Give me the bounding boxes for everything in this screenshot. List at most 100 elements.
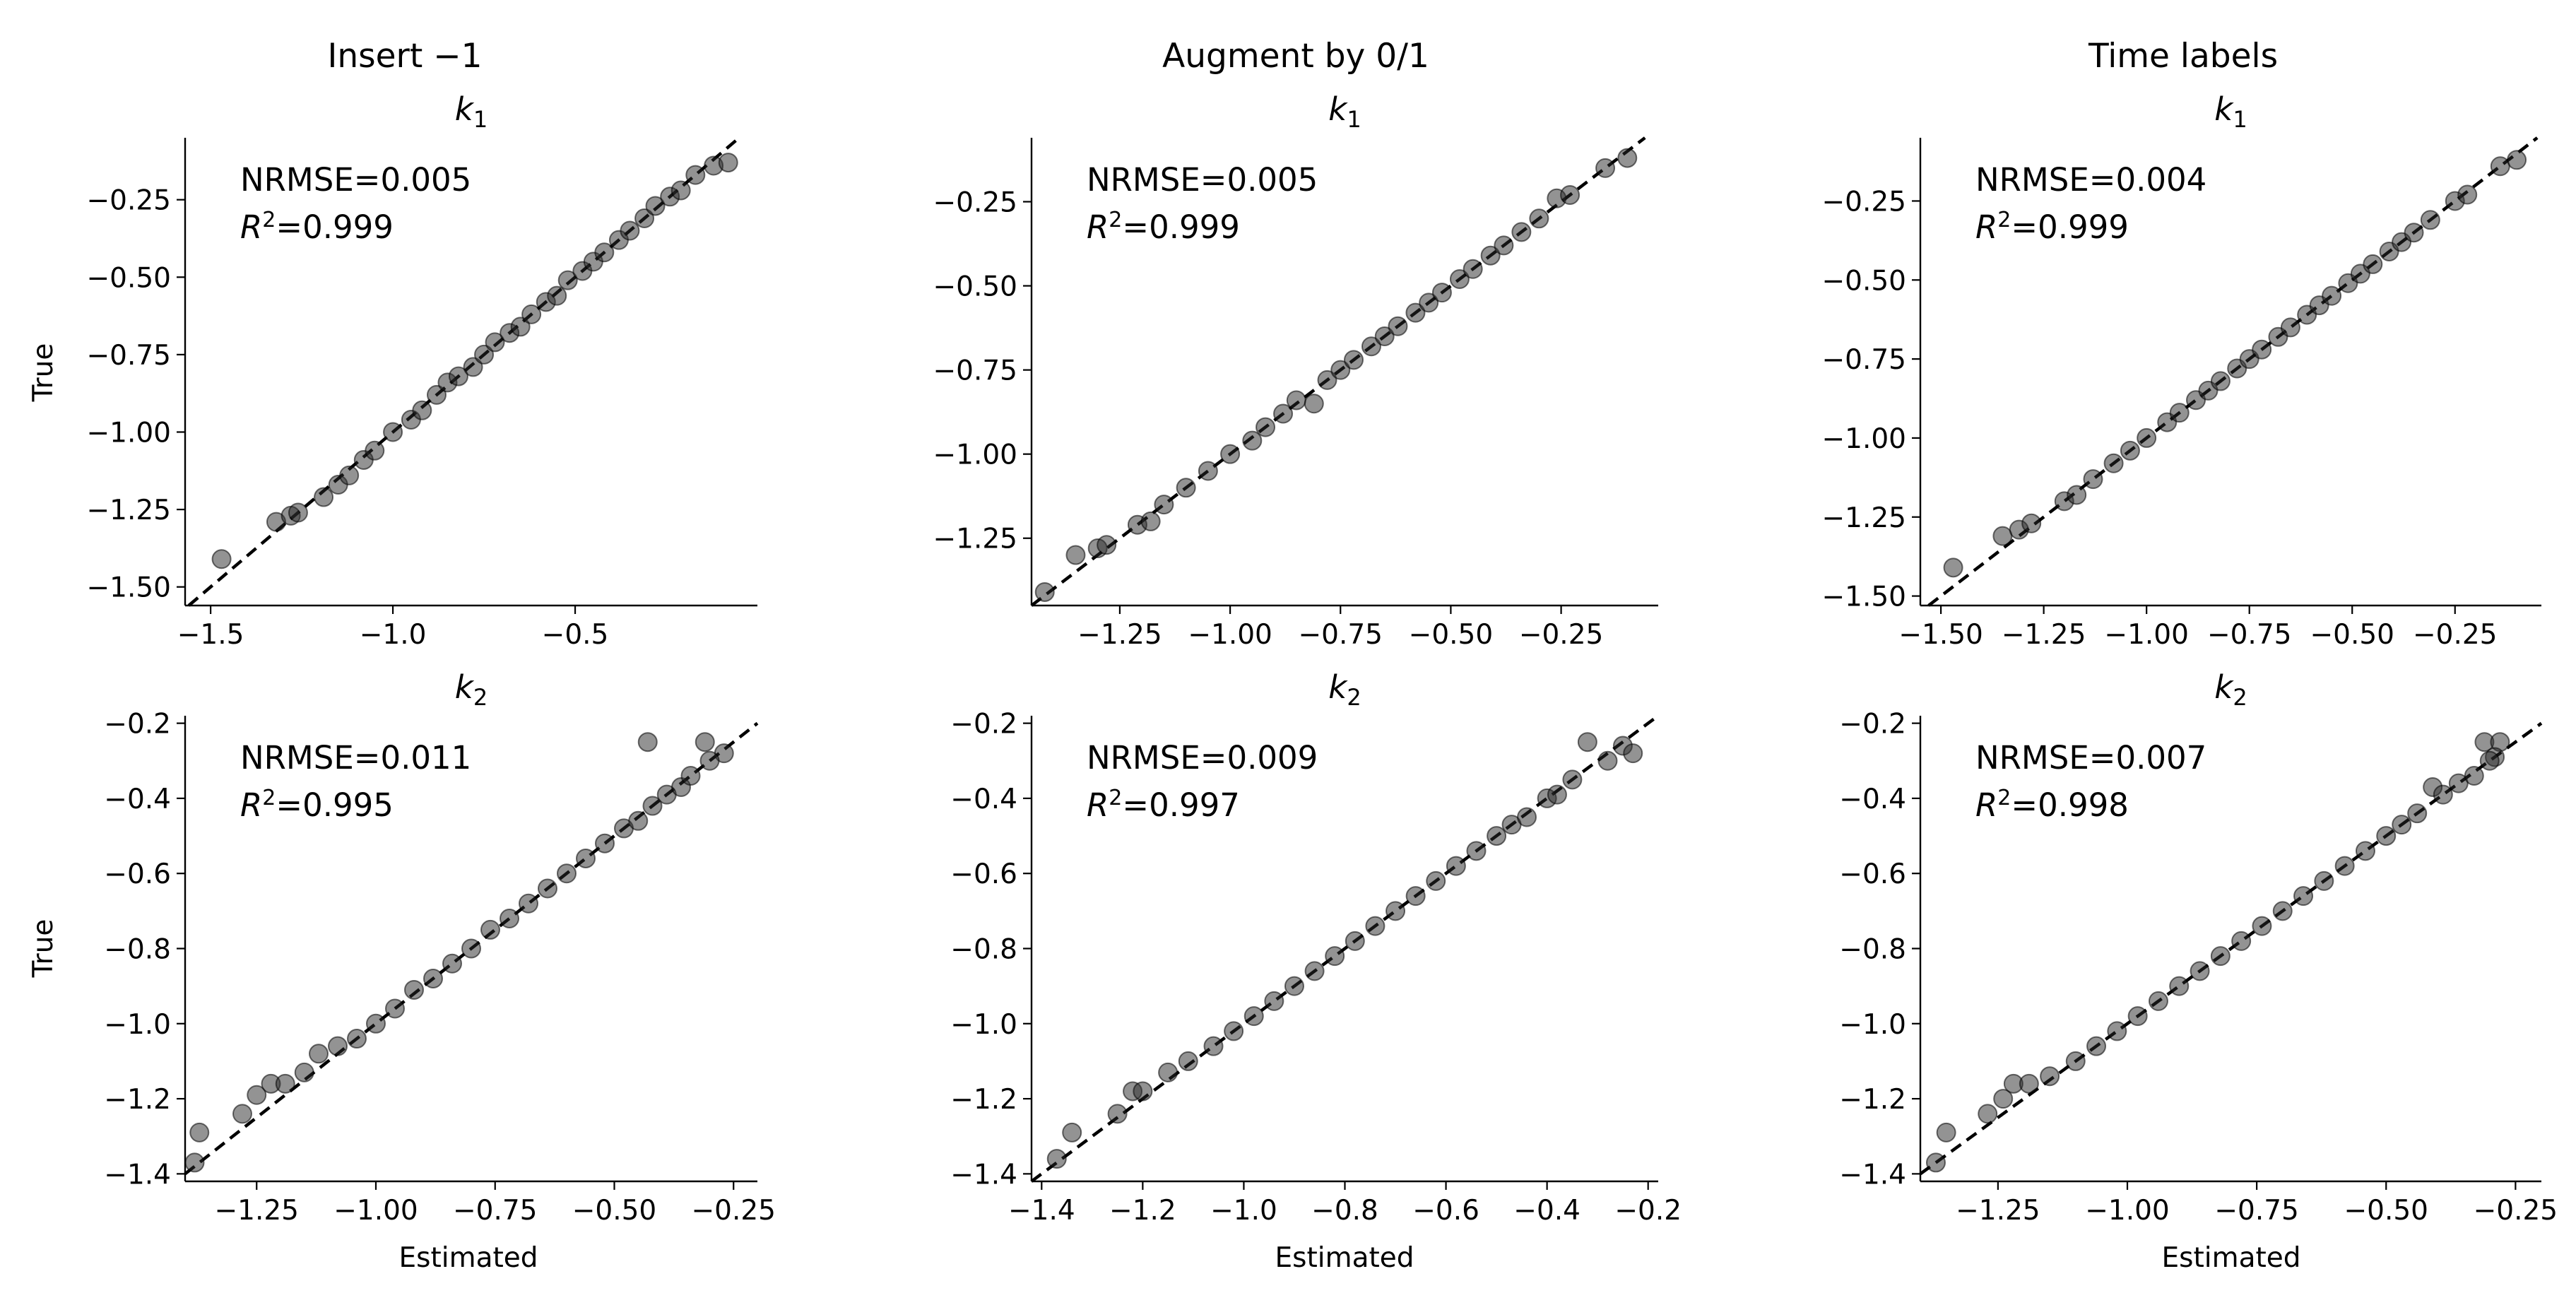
data-point bbox=[1203, 1036, 1224, 1056]
data-point bbox=[1374, 326, 1395, 346]
data-point bbox=[2355, 841, 2375, 861]
data-point bbox=[2019, 1073, 2039, 1094]
data-point bbox=[1993, 1089, 2014, 1109]
x-tick-label: −1.50 bbox=[1898, 619, 1983, 651]
scatter-panel: k2 −1.25 −1.00 −0.75 −0.50 −0.25 −1.4 −1.2 −1.0 −… bbox=[1839, 668, 2558, 1227]
data-point bbox=[1325, 946, 1345, 967]
data-point bbox=[637, 732, 658, 752]
column-title: Augment by 0/1 bbox=[1162, 37, 1429, 76]
data-point bbox=[595, 833, 615, 854]
y-tick-label: −1.00 bbox=[933, 439, 1017, 471]
subplot-title: k1 bbox=[2214, 90, 2247, 133]
data-point bbox=[2322, 285, 2342, 306]
data-point bbox=[642, 796, 663, 816]
data-point bbox=[628, 810, 649, 831]
data-point bbox=[1097, 535, 1117, 555]
data-point bbox=[1386, 901, 1406, 921]
data-point bbox=[695, 732, 715, 752]
data-point bbox=[461, 938, 481, 959]
y-tick-label: −0.75 bbox=[933, 355, 1017, 387]
nrmse-label: NRMSE=0.005 bbox=[1087, 161, 1318, 199]
data-point bbox=[339, 465, 360, 485]
data-point bbox=[426, 384, 447, 405]
data-point bbox=[480, 919, 500, 940]
data-point bbox=[2280, 317, 2300, 338]
subplot-title: k2 bbox=[1328, 668, 1361, 711]
x-tick-label: −0.50 bbox=[572, 1195, 657, 1227]
data-point bbox=[412, 400, 432, 420]
data-point bbox=[2293, 886, 2314, 907]
data-point bbox=[2376, 826, 2397, 846]
data-point bbox=[2407, 803, 2428, 824]
y-tick-label: −0.6 bbox=[104, 858, 171, 890]
data-point bbox=[2457, 184, 2478, 205]
data-point bbox=[1560, 184, 1581, 205]
data-point bbox=[2103, 453, 2124, 473]
y-tick-label: −0.2 bbox=[950, 709, 1017, 740]
y-tick-label: −0.75 bbox=[86, 340, 171, 372]
data-point bbox=[1623, 743, 1643, 764]
data-point bbox=[1220, 444, 1241, 464]
y-tick-label: −0.2 bbox=[104, 709, 171, 740]
data-point bbox=[2137, 427, 2157, 448]
data-point bbox=[538, 878, 557, 899]
data-point bbox=[1317, 370, 1337, 390]
data-point bbox=[442, 953, 462, 974]
data-point bbox=[1936, 1122, 1956, 1142]
data-point bbox=[448, 366, 468, 386]
data-point bbox=[2083, 469, 2103, 490]
y-tick-label: −1.50 bbox=[86, 572, 171, 604]
data-point bbox=[2210, 371, 2231, 391]
data-point bbox=[1419, 293, 1439, 313]
y-axis-label: True bbox=[28, 343, 59, 403]
data-point bbox=[557, 863, 577, 884]
data-point bbox=[1242, 430, 1263, 451]
data-point bbox=[1140, 511, 1161, 531]
data-point bbox=[2433, 784, 2453, 805]
data-point bbox=[519, 893, 538, 914]
data-point bbox=[1286, 390, 1306, 411]
scatter-panel: k1 −1.25 −1.00 −0.75 −0.50 −0.25 −1.25 −1.00 −0.… bbox=[933, 90, 1658, 651]
data-point bbox=[2065, 1051, 2086, 1071]
x-tick-label: −0.8 bbox=[1311, 1195, 1378, 1227]
subplot-title: k2 bbox=[455, 668, 488, 711]
y-tick-label: −0.50 bbox=[933, 271, 1017, 303]
r2-label: R2=0.997 bbox=[1087, 786, 1240, 824]
x-tick-label: −0.25 bbox=[2413, 619, 2498, 651]
data-point bbox=[1595, 158, 1616, 178]
data-point bbox=[1345, 931, 1365, 951]
data-point bbox=[1978, 1104, 1998, 1124]
y-tick-label: −0.75 bbox=[1821, 344, 1906, 376]
data-point bbox=[1343, 350, 1364, 370]
data-point bbox=[670, 180, 691, 201]
data-point bbox=[547, 285, 567, 306]
y-tick-label: −0.6 bbox=[950, 858, 1017, 890]
data-point bbox=[645, 196, 666, 216]
x-tick-label: −0.75 bbox=[453, 1195, 538, 1227]
data-point bbox=[1426, 870, 1446, 891]
data-point bbox=[2479, 750, 2500, 771]
data-point bbox=[557, 270, 578, 290]
x-tick-label: −0.50 bbox=[2344, 1195, 2428, 1227]
data-point bbox=[1178, 1051, 1198, 1071]
data-point bbox=[2420, 210, 2440, 230]
data-point bbox=[1284, 976, 1304, 996]
nrmse-label: NRMSE=0.009 bbox=[1087, 739, 1318, 776]
y-tick-label: −1.4 bbox=[950, 1159, 1017, 1191]
data-point bbox=[1547, 784, 1567, 805]
y-tick-label: −0.2 bbox=[1839, 709, 1906, 740]
data-point bbox=[1065, 545, 1086, 565]
x-tick-label: −1.00 bbox=[2085, 1195, 2170, 1227]
data-point bbox=[1494, 235, 1514, 256]
x-axis-label: Estimated bbox=[398, 1242, 538, 1274]
y-tick-label: −1.0 bbox=[104, 1009, 171, 1041]
y-tick-label: −0.25 bbox=[1821, 186, 1906, 218]
subplot-title: k1 bbox=[1328, 90, 1361, 133]
x-tick-label: −1.00 bbox=[2104, 619, 2189, 651]
r2-label: R2=0.999 bbox=[1087, 208, 1240, 246]
data-point bbox=[2507, 150, 2527, 170]
data-point bbox=[718, 153, 738, 173]
r2-label: R2=0.999 bbox=[240, 208, 394, 246]
x-tick-label: −1.25 bbox=[1956, 1195, 2040, 1227]
nrmse-label: NRMSE=0.004 bbox=[1975, 161, 2206, 199]
